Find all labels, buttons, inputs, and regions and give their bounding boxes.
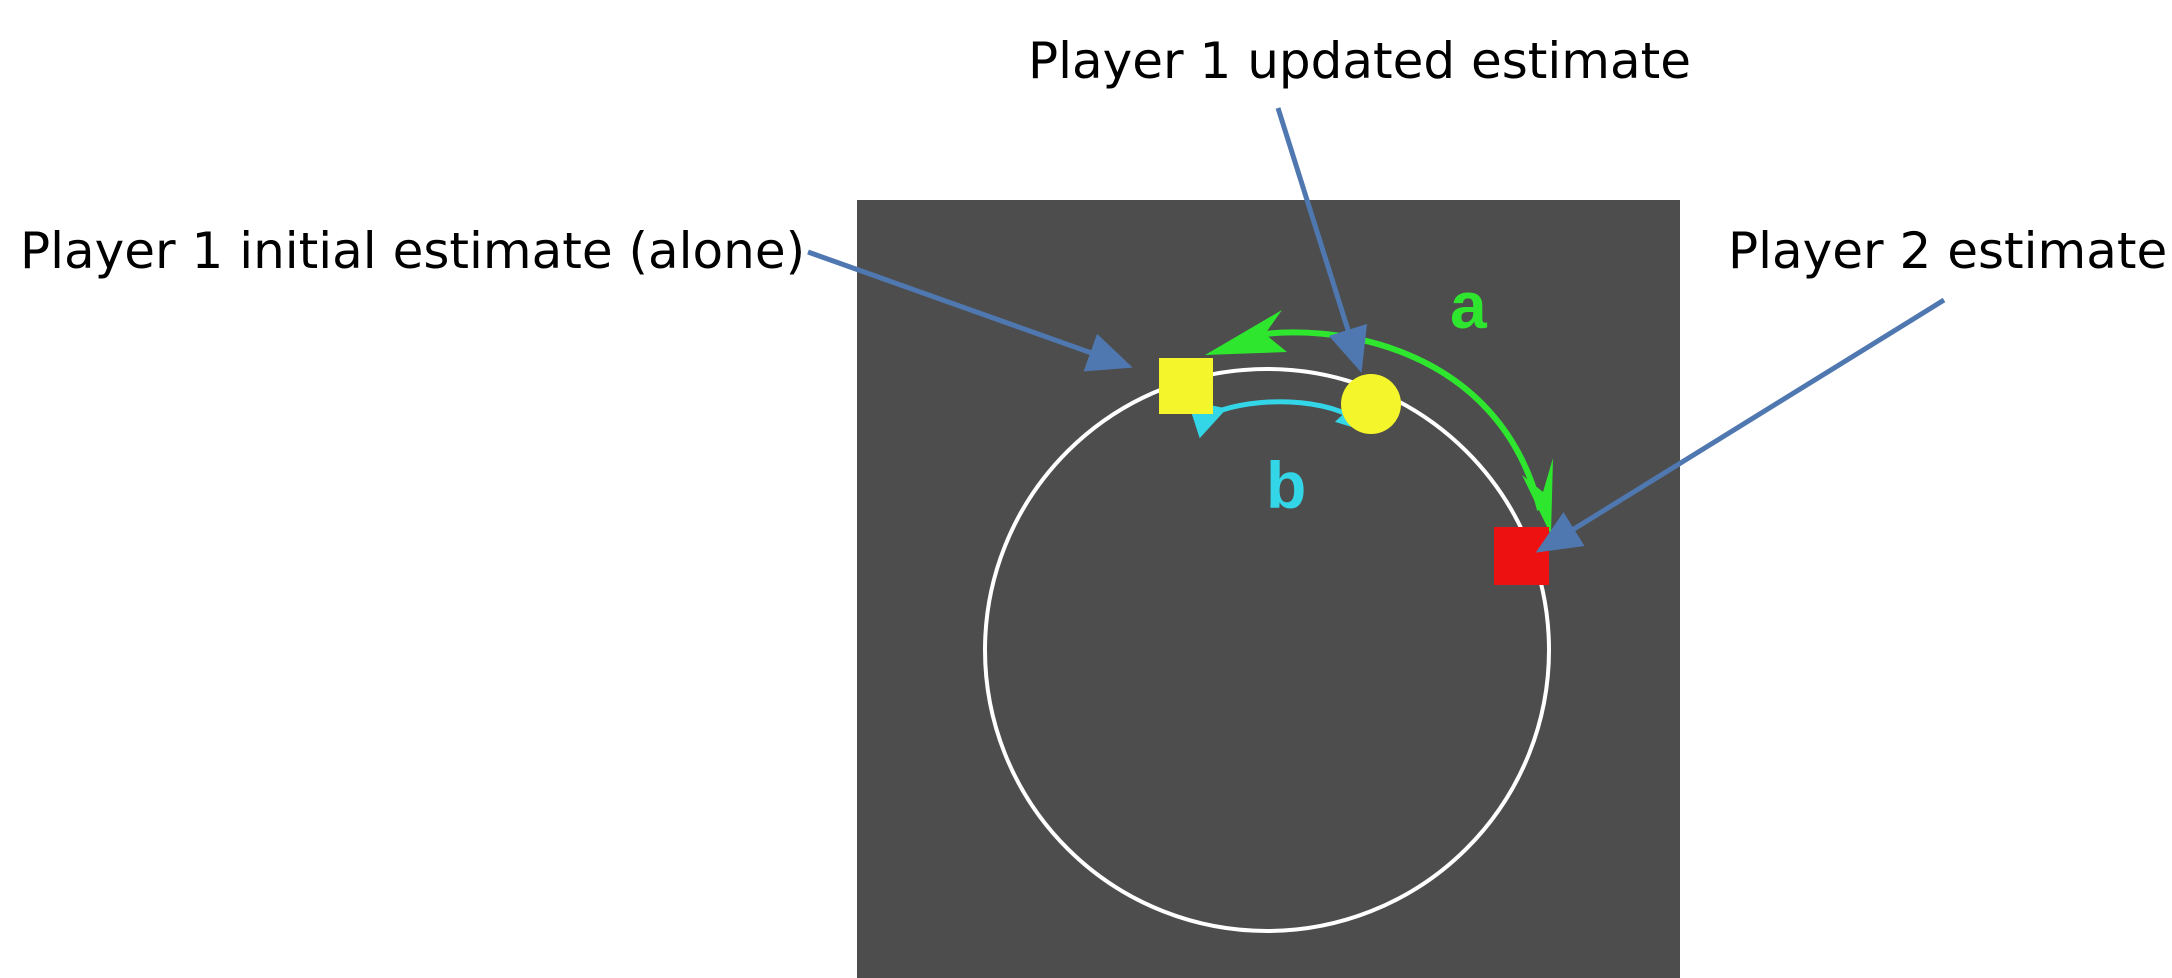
arc-a bbox=[1244, 329, 1543, 511]
player1-updated-marker bbox=[1341, 374, 1401, 434]
arc-a-arrowhead-left bbox=[1205, 310, 1287, 355]
display-panel bbox=[857, 200, 1680, 978]
callout-arrow-player1-initial bbox=[807, 249, 1133, 372]
callout-arrow-player1-updated bbox=[1275, 107, 1368, 373]
label-player1-updated: Player 1 updated estimate bbox=[1028, 32, 1691, 90]
callout-arrow-player2 bbox=[1535, 297, 1946, 553]
label-player2: Player 2 estimate bbox=[1728, 222, 2167, 280]
arc-a-label: a bbox=[1450, 268, 1488, 342]
player2-marker bbox=[1494, 527, 1549, 585]
label-player1-initial: Player 1 initial estimate (alone) bbox=[20, 222, 805, 280]
player1-initial-marker bbox=[1159, 358, 1213, 414]
response-ring bbox=[983, 367, 1551, 933]
arc-b-label: b bbox=[1266, 448, 1306, 522]
